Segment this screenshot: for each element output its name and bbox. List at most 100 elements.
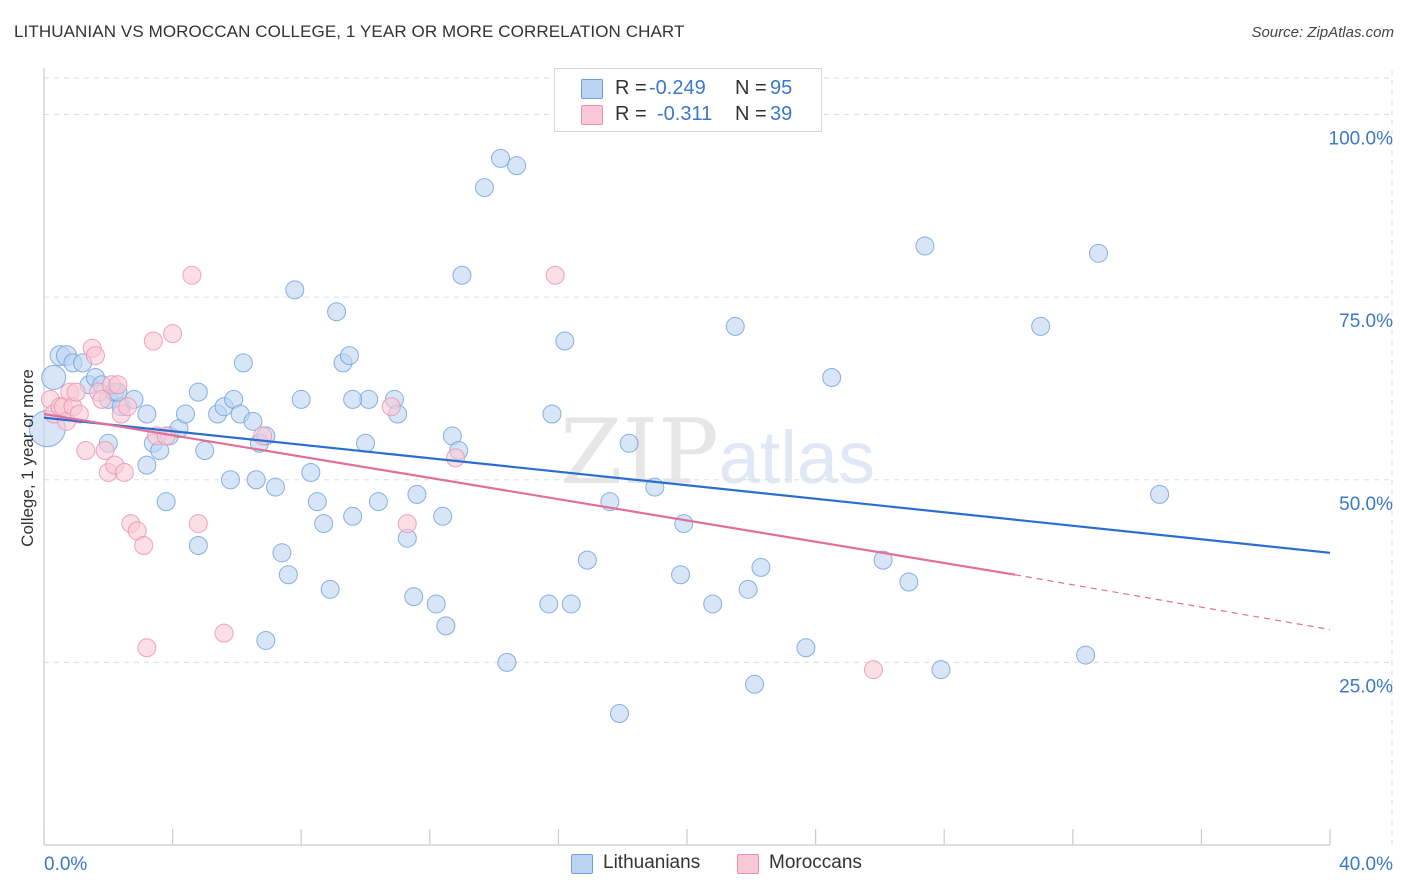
- lithuanian-point-34: [246, 470, 266, 490]
- r-value-lithuanians: -0.249: [649, 77, 706, 99]
- lithuanian-point-35: [272, 543, 292, 563]
- moroccan-point-11: [85, 346, 105, 366]
- lithuanian-point-54: [404, 587, 424, 607]
- lithuanian-point-21: [195, 441, 215, 461]
- lithuanian-point-43: [285, 280, 305, 300]
- x-tick-label-max: 40.0%: [1339, 854, 1393, 875]
- chart-title: LITHUANIAN VS MOROCCAN COLLEGE, 1 YEAR O…: [14, 22, 685, 41]
- lithuanian-point-78: [725, 316, 745, 336]
- lithuanian-point-38: [291, 389, 311, 409]
- moroccan-point-37: [545, 265, 565, 285]
- lithuanian-point-42: [320, 579, 340, 599]
- moroccan-trend-extension: [1014, 574, 1331, 631]
- legend-label-lithuanians: Lithuanians: [603, 852, 701, 873]
- x-tick-label-min: 0.0%: [44, 854, 87, 875]
- legend-swatch-moroccans: [581, 105, 603, 125]
- moroccan-point-34: [381, 397, 401, 417]
- moroccan-point-21: [118, 397, 138, 417]
- lithuanian-point-76: [674, 514, 694, 534]
- lithuanian-point-36: [278, 565, 298, 585]
- lithuanian-point-32: [188, 536, 208, 556]
- n-value-moroccans: 39: [770, 103, 793, 125]
- lithuanian-trend-line: [43, 416, 1331, 554]
- r-label: R =: [615, 103, 647, 125]
- lithuanian-point-86: [915, 236, 935, 256]
- y-tick-label-0: 25.0%: [1339, 676, 1393, 697]
- moroccan-point-31: [188, 514, 208, 534]
- lithuanian-point-20: [188, 382, 208, 402]
- lithuanian-point-1: [41, 364, 67, 390]
- n-label: N =: [735, 103, 767, 125]
- moroccan-point-18: [108, 375, 128, 395]
- moroccan-point-26: [143, 331, 163, 351]
- n-value-lithuanians: 95: [770, 77, 793, 99]
- lithuanian-point-72: [609, 704, 629, 724]
- moroccan-point-13: [92, 389, 112, 409]
- moroccan-point-7: [66, 382, 86, 402]
- moroccan-point-35: [397, 514, 417, 534]
- lithuanian-point-91: [1150, 484, 1170, 504]
- lithuanian-point-40: [307, 492, 327, 512]
- lithuanian-point-30: [137, 455, 157, 475]
- moroccan-point-30: [182, 265, 202, 285]
- y-axis-label: College, 1 year or more: [18, 369, 37, 547]
- lithuanian-point-19: [175, 404, 195, 424]
- lithuanian-point-89: [1076, 645, 1096, 665]
- lithuanian-point-93: [343, 389, 363, 409]
- lithuanian-point-94: [243, 411, 263, 431]
- r-value-moroccans: -0.311: [657, 103, 713, 125]
- grid-lines: [44, 70, 1393, 845]
- lithuanian-point-29: [265, 477, 285, 497]
- lithuanian-point-55: [407, 484, 427, 504]
- moroccan-point-38: [863, 660, 883, 680]
- lithuanian-point-46: [339, 346, 359, 366]
- lithuanian-point-50: [368, 492, 388, 512]
- lithuanian-point-57: [433, 506, 453, 526]
- lithuanian-point-77: [703, 594, 723, 614]
- lithuanian-point-69: [561, 594, 581, 614]
- lithuanian-point-81: [751, 557, 771, 577]
- y-tick-label-2: 75.0%: [1339, 311, 1393, 332]
- data-points: [28, 148, 1170, 724]
- correlation-legend: R = -0.249 N = 95 R = -0.311 N = 39: [554, 68, 822, 132]
- lithuanian-point-31: [156, 492, 176, 512]
- lithuanian-point-90: [1089, 243, 1109, 263]
- lithuanian-point-64: [507, 156, 527, 176]
- moroccan-point-14: [95, 441, 115, 461]
- lithuanian-point-33: [220, 470, 240, 490]
- lithuanian-point-80: [745, 674, 765, 694]
- lithuanian-point-37: [256, 630, 276, 650]
- n-label: N =: [735, 77, 767, 99]
- lithuanian-point-75: [671, 565, 691, 585]
- lithuanian-point-85: [899, 572, 919, 592]
- moroccan-point-9: [76, 441, 96, 461]
- moroccan-point-32: [214, 623, 234, 643]
- lithuanian-point-44: [327, 302, 347, 322]
- lithuanian-point-83: [822, 367, 842, 387]
- lithuanian-point-65: [497, 652, 517, 672]
- moroccan-point-29: [163, 324, 183, 344]
- legend-swatch-lithuanians: [581, 79, 603, 99]
- moroccan-point-36: [446, 448, 466, 468]
- lithuanian-point-62: [474, 178, 494, 198]
- moroccan-point-20: [114, 462, 134, 482]
- lithuanian-point-70: [577, 550, 597, 570]
- lithuanian-point-14: [137, 404, 157, 424]
- moroccan-trend-line: [43, 412, 1016, 576]
- lithuanian-point-49: [359, 389, 379, 409]
- tick-labels: 25.0% 50.0% 75.0% 100.0% 0.0% 40.0%: [44, 129, 1393, 875]
- series-legend: Lithuanians Moroccans: [0, 850, 1406, 878]
- lithuanian-point-56: [426, 594, 446, 614]
- moroccan-point-24: [134, 536, 154, 556]
- legend-swatch-moroccans: [737, 854, 759, 874]
- lithuanian-point-84: [873, 550, 893, 570]
- lithuanian-point-82: [796, 638, 816, 658]
- lithuanian-point-26: [233, 353, 253, 373]
- lithuanian-point-61: [452, 265, 472, 285]
- lithuanian-point-48: [356, 433, 375, 453]
- r-label: R =: [615, 77, 647, 99]
- lithuanian-point-63: [491, 148, 511, 168]
- y-tick-label-3: 100.0%: [1329, 129, 1394, 150]
- lithuanian-point-39: [301, 462, 321, 482]
